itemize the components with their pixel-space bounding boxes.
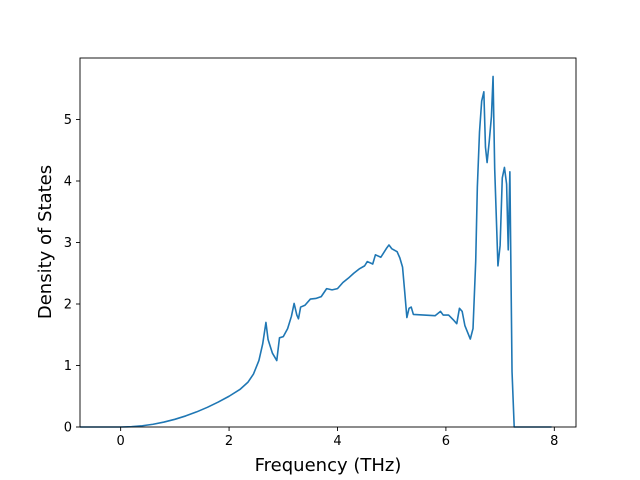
x-tick-label: 6: [442, 434, 450, 449]
y-tick-label: 3: [64, 236, 72, 251]
axes-frame: [79, 57, 577, 428]
series-line: [80, 75, 552, 428]
y-tick-label: 4: [64, 175, 72, 190]
plot-area: [79, 57, 577, 428]
y-tick-label: 5: [64, 113, 72, 128]
y-tick-label: 1: [64, 359, 72, 374]
y-tick-label: 2: [64, 298, 72, 313]
y-axis-label: Density of States: [35, 165, 56, 319]
x-axis-ticks: 0 2 4 6 8: [117, 427, 558, 449]
x-tick-label: 0: [117, 434, 125, 449]
x-tick-label: 2: [225, 434, 233, 449]
y-axis-ticks: 0 1 2 3 4 5: [64, 113, 80, 436]
x-axis-label: Frequency (THz): [255, 455, 402, 476]
x-tick-label: 4: [333, 434, 341, 449]
y-tick-label: 0: [64, 421, 72, 436]
x-tick-label: 8: [550, 434, 558, 449]
